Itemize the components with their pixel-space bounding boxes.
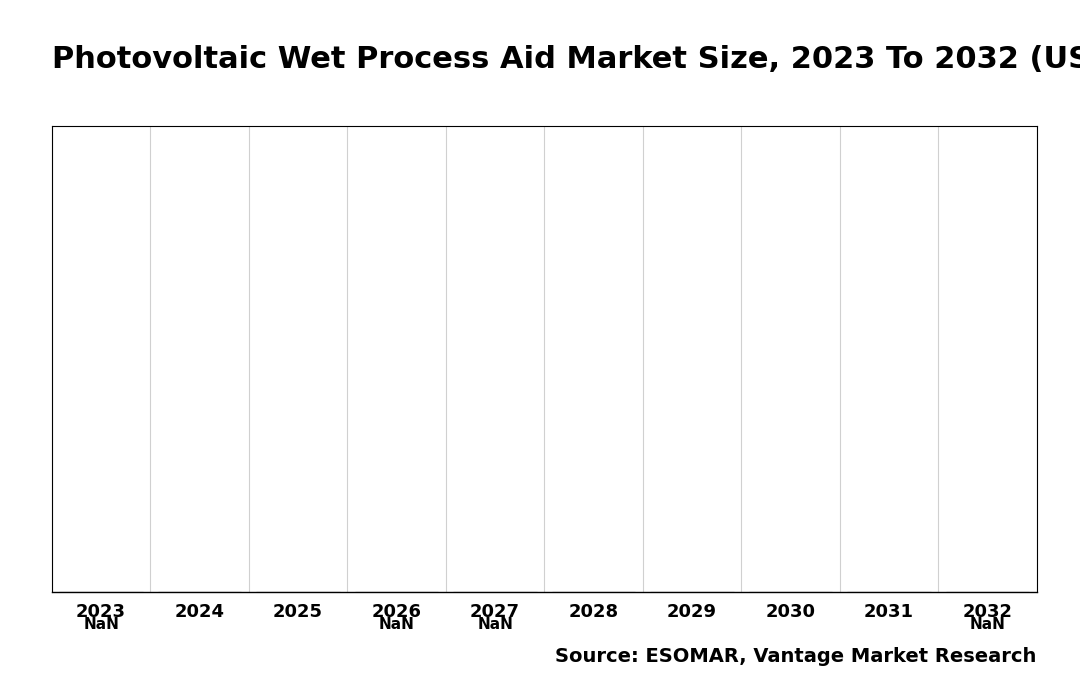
Text: NaN: NaN	[379, 617, 415, 632]
Text: NaN: NaN	[477, 617, 513, 632]
Text: Photovoltaic Wet Process Aid Market Size, 2023 To 2032 (USD Million): Photovoltaic Wet Process Aid Market Size…	[52, 45, 1080, 74]
Text: NaN: NaN	[970, 617, 1005, 632]
Text: NaN: NaN	[83, 617, 119, 632]
Text: Source: ESOMAR, Vantage Market Research: Source: ESOMAR, Vantage Market Research	[555, 648, 1037, 666]
